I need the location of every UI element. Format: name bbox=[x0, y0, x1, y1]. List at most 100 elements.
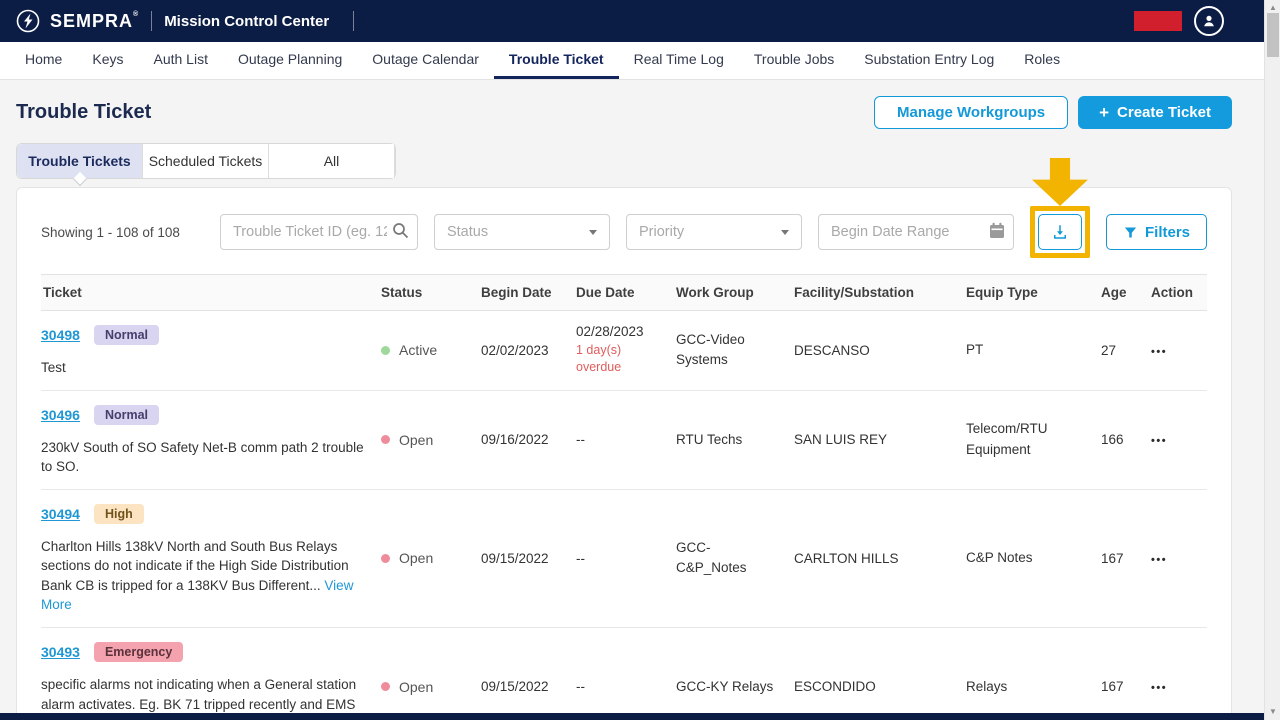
sempra-logo-icon bbox=[16, 9, 40, 33]
page-scrollbar[interactable]: ▲ ▼ bbox=[1264, 0, 1280, 720]
col-header-equip-type: Equip Type bbox=[966, 285, 1038, 300]
download-highlight-box bbox=[1029, 158, 1090, 258]
status-filter-select[interactable]: Status bbox=[433, 214, 610, 250]
ticket-link[interactable]: 30496 bbox=[41, 406, 80, 423]
begin-date: 09/16/2022 bbox=[481, 432, 549, 448]
work-group: GCC-KY Relays bbox=[676, 678, 774, 694]
chevron-down-icon bbox=[588, 229, 597, 235]
col-header-begin-date: Begin Date bbox=[481, 285, 552, 300]
due-date: -- bbox=[576, 679, 585, 695]
begin-date-range-input[interactable] bbox=[817, 214, 1014, 250]
filters-button[interactable]: Filters bbox=[1105, 214, 1207, 250]
person-icon bbox=[1204, 15, 1214, 27]
nav-item-outage-calendar[interactable]: Outage Calendar bbox=[372, 51, 479, 67]
row-actions-button[interactable]: ••• bbox=[1151, 435, 1168, 448]
search-icon bbox=[393, 223, 409, 239]
table-header-row: Ticket Status Begin Date Due Date Work G… bbox=[41, 274, 1207, 311]
equip-type: PT bbox=[966, 342, 984, 358]
ticket-link[interactable]: 30498 bbox=[41, 327, 80, 343]
priority-badge: High bbox=[93, 503, 144, 524]
nav-item-outage-planning[interactable]: Outage Planning bbox=[237, 51, 343, 67]
table-row: 30494 High Charlton Hills 138kV North an… bbox=[41, 490, 1207, 628]
view-more-link[interactable]: View More bbox=[41, 577, 354, 613]
status-dot bbox=[381, 345, 390, 355]
download-button[interactable] bbox=[1037, 214, 1082, 250]
ticket-link[interactable]: 30494 bbox=[41, 505, 80, 522]
ticket-id-search-input[interactable] bbox=[219, 214, 418, 250]
overdue-label: 1 day(s) overdue bbox=[576, 342, 622, 375]
brand: SEMPRA® bbox=[16, 9, 139, 33]
due-date: -- bbox=[576, 550, 585, 566]
priority-filter-select[interactable]: Priority bbox=[625, 214, 802, 250]
row-actions-button[interactable]: ••• bbox=[1151, 345, 1168, 358]
status-label: Open bbox=[399, 431, 434, 448]
due-date: 02/28/2023 bbox=[576, 323, 644, 339]
col-header-age: Age bbox=[1101, 285, 1127, 300]
ticket-link[interactable]: 30493 bbox=[41, 643, 80, 660]
table-row: 30498 Normal Test Active 02/02/2023 02/2… bbox=[41, 311, 1207, 391]
manage-workgroups-button[interactable]: Manage Workgroups bbox=[874, 96, 1069, 129]
table-row: 30496 Normal 230kV South of SO Safety Ne… bbox=[41, 391, 1207, 490]
nav-item-trouble-jobs[interactable]: Trouble Jobs bbox=[753, 51, 835, 67]
main-nav: Home Keys Auth List Outage Planning Outa… bbox=[0, 42, 1280, 80]
facility: CARLTON HILLS bbox=[794, 550, 899, 566]
plus-icon: + bbox=[1099, 103, 1110, 122]
scroll-down-arrow-icon[interactable]: ▼ bbox=[1269, 707, 1277, 716]
brand-name: SEMPRA® bbox=[50, 10, 140, 31]
status-filter-placeholder: Status bbox=[446, 224, 489, 240]
facility: SAN LUIS REY bbox=[794, 432, 888, 448]
work-group: GCC-C&P_Notes bbox=[676, 540, 747, 576]
username-redaction-block bbox=[1134, 11, 1182, 31]
nav-item-real-time-log[interactable]: Real Time Log bbox=[633, 51, 724, 67]
nav-item-substation-entry-log[interactable]: Substation Entry Log bbox=[864, 51, 995, 67]
priority-badge: Normal bbox=[93, 325, 160, 345]
equip-type: C&P Notes bbox=[966, 550, 1033, 566]
filter-funnel-icon bbox=[1124, 227, 1137, 237]
topbar-divider-2 bbox=[353, 11, 355, 31]
col-header-facility: Facility/Substation bbox=[794, 285, 915, 300]
results-count: Showing 1 - 108 of 108 bbox=[41, 224, 180, 240]
col-header-due-date: Due Date bbox=[576, 285, 635, 300]
download-icon bbox=[1053, 225, 1066, 239]
due-date: -- bbox=[576, 432, 585, 448]
begin-date: 02/02/2023 bbox=[481, 342, 549, 358]
row-actions-button[interactable]: ••• bbox=[1151, 553, 1168, 566]
priority-badge: Normal bbox=[93, 404, 160, 425]
filters-label: Filters bbox=[1144, 223, 1190, 241]
status-label: Open bbox=[399, 550, 434, 567]
scrollbar-thumb[interactable] bbox=[1267, 13, 1279, 57]
attention-arrow bbox=[1031, 158, 1088, 206]
tab-scheduled-tickets[interactable]: Scheduled Tickets bbox=[143, 144, 269, 178]
row-actions-button[interactable]: ••• bbox=[1151, 682, 1168, 695]
nav-item-keys[interactable]: Keys bbox=[92, 51, 124, 67]
status-label: Open bbox=[399, 678, 434, 695]
begin-date: 09/15/2022 bbox=[481, 550, 549, 566]
create-ticket-button[interactable]: + Create Ticket bbox=[1078, 96, 1232, 129]
chevron-down-icon bbox=[780, 229, 789, 235]
bottom-bar bbox=[0, 713, 1264, 720]
col-header-action: Action bbox=[1151, 285, 1193, 300]
nav-item-trouble-ticket[interactable]: Trouble Ticket bbox=[493, 42, 619, 79]
view-tabs: Trouble Tickets Scheduled Tickets All bbox=[16, 143, 396, 187]
nav-item-auth-list[interactable]: Auth List bbox=[153, 51, 208, 67]
user-avatar-button[interactable] bbox=[1194, 6, 1224, 36]
tab-all[interactable]: All bbox=[269, 144, 395, 178]
nav-item-roles[interactable]: Roles bbox=[1024, 51, 1061, 67]
topbar: SEMPRA® Mission Control Center bbox=[0, 0, 1280, 42]
brand-trademark: ® bbox=[133, 10, 140, 18]
nav-item-home[interactable]: Home bbox=[25, 51, 63, 67]
begin-date: 09/15/2022 bbox=[481, 679, 549, 695]
age: 167 bbox=[1101, 550, 1124, 566]
scroll-up-arrow-icon[interactable]: ▲ bbox=[1269, 3, 1277, 12]
create-ticket-label: Create Ticket bbox=[1117, 104, 1211, 121]
table-row: 30493 Emergency specific alarms not indi… bbox=[41, 628, 1207, 720]
work-group: GCC-Video Systems bbox=[676, 332, 745, 368]
ticket-list-card: Showing 1 - 108 of 108 Status Priority bbox=[16, 158, 1232, 720]
ticket-description: 230kV South of SO Safety Net-B comm path… bbox=[41, 439, 364, 475]
app-title: Mission Control Center bbox=[164, 12, 330, 30]
filter-bar: Showing 1 - 108 of 108 Status Priority bbox=[41, 158, 1207, 258]
tickets-table: Ticket Status Begin Date Due Date Work G… bbox=[41, 274, 1207, 720]
calendar-icon bbox=[989, 222, 1004, 238]
page-title: Trouble Ticket bbox=[16, 101, 152, 123]
facility: DESCANSO bbox=[794, 342, 870, 358]
